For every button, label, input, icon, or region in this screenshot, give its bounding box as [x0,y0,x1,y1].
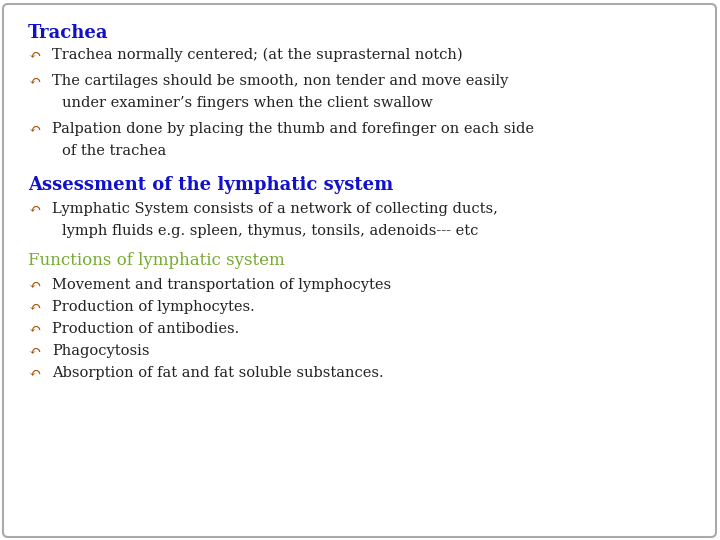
Text: ↶: ↶ [28,322,40,336]
Text: ↶: ↶ [28,278,40,292]
Text: Functions of lymphatic system: Functions of lymphatic system [28,252,284,269]
Text: lymph fluids e.g. spleen, thymus, tonsils, adenoids--- etc: lymph fluids e.g. spleen, thymus, tonsil… [62,224,478,238]
Text: ↶: ↶ [28,366,40,380]
Text: ↶: ↶ [28,74,40,88]
Text: Production of lymphocytes.: Production of lymphocytes. [52,300,255,314]
Text: ↶: ↶ [28,122,40,136]
Text: The cartilages should be smooth, non tender and move easily: The cartilages should be smooth, non ten… [52,74,508,88]
Text: of the trachea: of the trachea [62,144,166,158]
Text: Trachea normally centered; (at the suprasternal notch): Trachea normally centered; (at the supra… [52,48,463,63]
Text: under examiner’s fingers when the client swallow: under examiner’s fingers when the client… [62,96,433,110]
Text: Absorption of fat and fat soluble substances.: Absorption of fat and fat soluble substa… [52,366,384,380]
Text: Trachea: Trachea [28,24,109,42]
Text: Phagocytosis: Phagocytosis [52,344,150,358]
Text: Assessment of the lymphatic system: Assessment of the lymphatic system [28,176,393,194]
Text: Lymphatic System consists of a network of collecting ducts,: Lymphatic System consists of a network o… [52,202,498,216]
FancyBboxPatch shape [3,4,716,537]
Text: Production of antibodies.: Production of antibodies. [52,322,239,336]
Text: ↶: ↶ [28,344,40,358]
Text: Movement and transportation of lymphocytes: Movement and transportation of lymphocyt… [52,278,391,292]
Text: ↶: ↶ [28,202,40,216]
Text: ↶: ↶ [28,300,40,314]
Text: ↶: ↶ [28,48,40,62]
Text: Palpation done by placing the thumb and forefinger on each side: Palpation done by placing the thumb and … [52,122,534,136]
